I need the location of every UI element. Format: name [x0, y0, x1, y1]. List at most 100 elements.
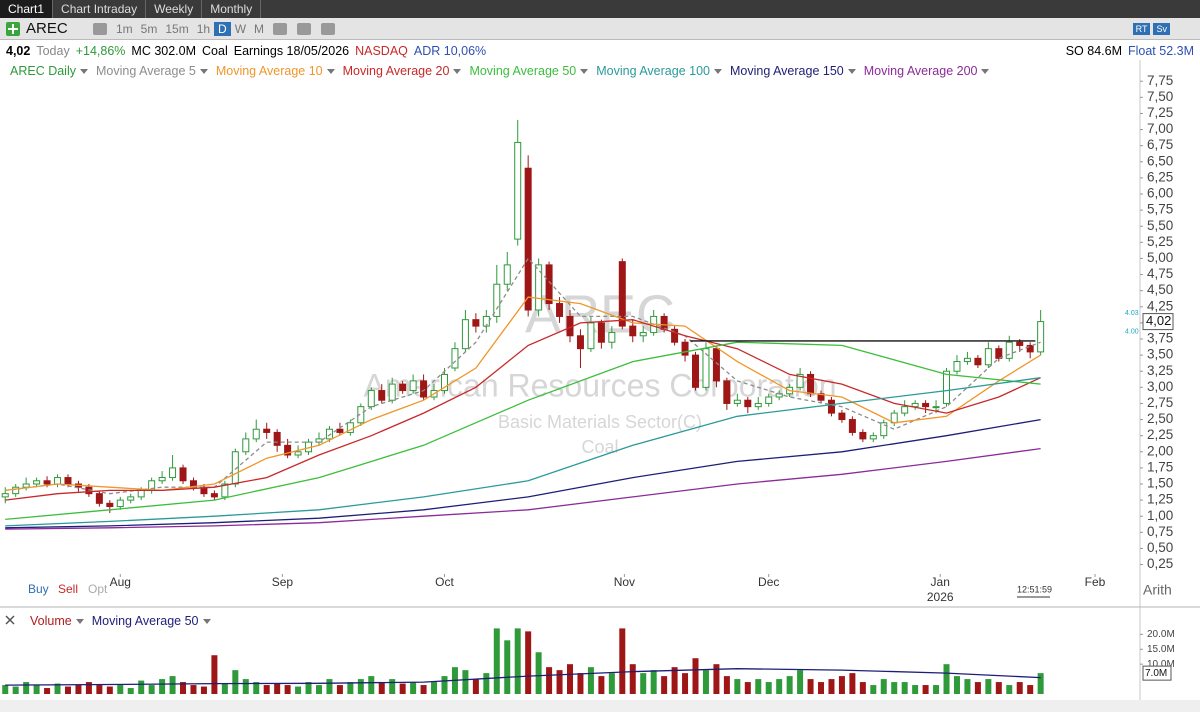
float: Float 52.3M — [1127, 43, 1194, 58]
y-tick-label: 2,75 — [1147, 395, 1173, 410]
add-button[interactable] — [6, 21, 20, 36]
candle-body — [263, 428, 271, 433]
dropdown — [326, 68, 335, 74]
candle-body — [859, 431, 867, 440]
candle-body — [357, 406, 365, 424]
timeframe-button[interactable]: 5m — [140, 21, 158, 36]
icon[interactable] — [321, 22, 336, 35]
y-tick-label: 1,50 — [1147, 476, 1173, 491]
icon[interactable] — [297, 22, 312, 35]
candle-body — [503, 264, 511, 285]
volume-bar — [797, 670, 804, 694]
timeframe-button[interactable]: 1h — [196, 21, 211, 36]
y-tick-label: 6,50 — [1147, 153, 1173, 168]
y-tick-label: 5,50 — [1147, 218, 1173, 233]
candle-body — [880, 422, 888, 437]
volume-bar — [567, 664, 573, 694]
buy-button[interactable]: Buy — [28, 582, 49, 596]
timeframe-button[interactable]: 1m — [116, 21, 133, 36]
volume-bar — [744, 682, 751, 694]
shares-outstanding: SO 84.6M — [1065, 43, 1122, 58]
timeframe-button[interactable]: 15m — [165, 21, 189, 36]
legend-entry[interactable]: Moving Average 10 — [215, 64, 323, 78]
timeframe-button[interactable]: D — [214, 21, 231, 36]
close-icon[interactable] — [5, 615, 15, 625]
badge[interactable]: Sv — [1153, 22, 1170, 35]
candle-body — [995, 348, 1003, 359]
candle-body — [12, 486, 20, 495]
volume-bar — [180, 682, 187, 694]
legend-entry[interactable]: Moving Average 50 — [469, 64, 577, 78]
exchange: NASDAQ — [355, 43, 408, 58]
y-tick-label: 1,25 — [1147, 492, 1173, 507]
candle-body — [472, 319, 480, 327]
volume-bar — [838, 676, 845, 694]
volume-bar — [190, 685, 197, 694]
legend-entry[interactable]: Moving Average 200 — [863, 64, 978, 78]
today: Today — [36, 43, 70, 58]
icon[interactable] — [93, 22, 107, 35]
scale-mode[interactable]: Arith — [1143, 582, 1172, 598]
volume-bar — [964, 679, 971, 694]
volume-bar — [818, 682, 825, 694]
x-tick-sublabel: 2026 — [927, 590, 954, 604]
legend-entry[interactable]: Moving Average 5 — [96, 64, 196, 78]
volume-bar — [577, 673, 584, 694]
candle-body — [1037, 321, 1045, 353]
volume-bar — [587, 667, 594, 694]
volume-bar — [420, 685, 427, 694]
last-price-label: 4,02 — [1146, 313, 1171, 328]
dropdown — [847, 68, 856, 74]
watermark-industry: Coal — [581, 437, 618, 457]
timeframe-button[interactable]: M — [254, 21, 265, 36]
candle-body — [838, 412, 846, 421]
candle-body — [869, 435, 877, 440]
volume-bar — [483, 673, 490, 694]
volume-bar — [953, 676, 960, 694]
volume-bar — [525, 631, 532, 694]
x-tick-label: Feb — [1085, 575, 1106, 589]
tab[interactable]: Weekly — [146, 0, 203, 18]
candle-body — [671, 328, 679, 343]
legend-entry[interactable]: Volume — [30, 614, 72, 628]
symbol[interactable]: AREC — [26, 20, 68, 37]
volume-bar — [901, 682, 908, 694]
volume-bar — [556, 670, 563, 694]
candle-body — [409, 380, 417, 392]
candle-body — [796, 373, 804, 388]
volume-bar — [326, 679, 333, 694]
icon[interactable] — [273, 22, 288, 35]
volume-bar — [713, 664, 720, 694]
volume-bar — [75, 685, 82, 694]
volume-bar — [671, 667, 678, 694]
candle-body — [911, 402, 919, 408]
legend-entry[interactable]: AREC Daily — [10, 64, 76, 78]
sell-button[interactable]: Sell — [58, 582, 78, 596]
price-marker: 4.00 — [1125, 329, 1139, 336]
volume-bar — [598, 676, 605, 694]
moving-average-line — [5, 319, 1041, 501]
timeframe-button[interactable]: W — [234, 21, 247, 36]
legend-entry[interactable]: Moving Average 50 — [91, 614, 199, 628]
legend-entry[interactable]: Moving Average 20 — [342, 64, 450, 78]
volume-bar — [933, 685, 940, 694]
opt-button[interactable]: Opt — [88, 582, 108, 596]
candle-body — [179, 467, 187, 482]
legend-entry[interactable]: Moving Average 100 — [596, 64, 710, 78]
info-line: 4,02 Today +14,86% MC 302.0M Coal Earnin… — [0, 41, 1200, 60]
dropdown — [202, 618, 211, 624]
tab[interactable]: Chart1 — [0, 0, 54, 18]
badge[interactable]: RT — [1132, 22, 1151, 35]
tab[interactable]: Chart Intraday — [53, 0, 147, 18]
legend-entry[interactable]: Moving Average 150 — [729, 64, 844, 78]
candle-body — [827, 399, 835, 414]
volume-bar — [912, 685, 919, 694]
y-tick-label: 5,00 — [1147, 250, 1173, 265]
volume-bar — [138, 680, 145, 694]
candle-body — [733, 399, 741, 404]
candle-body — [252, 428, 260, 440]
tab[interactable]: Monthly — [202, 0, 262, 18]
candle-body — [54, 477, 62, 485]
volume-bar — [1006, 685, 1013, 694]
x-tick-label: Sep — [272, 575, 294, 589]
